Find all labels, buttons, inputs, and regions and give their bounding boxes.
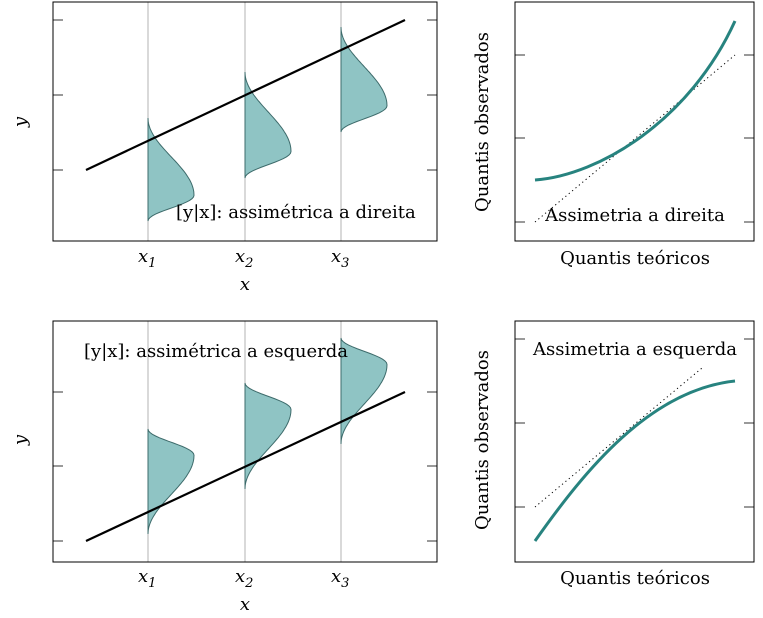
annotation: [y|x]: assimétrica a direita <box>176 202 416 223</box>
plot-frame <box>514 320 755 563</box>
y-ticks <box>515 54 754 223</box>
regression-line <box>85 19 406 171</box>
density-x2 <box>244 382 292 490</box>
y-ticks <box>515 338 754 508</box>
x-tick-3: x3 <box>331 566 349 591</box>
plot-frame <box>514 1 755 242</box>
y-ticks <box>53 391 437 542</box>
y-ticks <box>53 19 437 171</box>
x-axis-label: x <box>240 594 250 615</box>
y-axis-label: y <box>10 434 31 446</box>
panel-bottom-right: Assimetria a esquerda Quantis teóricos Q… <box>472 320 755 589</box>
y-axis-label: Quantis observados <box>472 350 493 530</box>
panel-bottom-left: [y|x]: assimétrica a esquerda x1 x2 x3 x… <box>10 320 438 615</box>
quantile-curve <box>533 379 736 542</box>
annotation: Assimetria a direita <box>544 205 725 226</box>
y-axis-label: Quantis observados <box>472 32 493 212</box>
quantile-curve <box>534 20 737 182</box>
x-axis-label: x <box>240 274 250 295</box>
annotation: Assimetria a esquerda <box>532 339 737 360</box>
x-axis-label: Quantis teóricos <box>560 568 710 589</box>
x-tick-2: x2 <box>235 566 253 591</box>
x-tick-2: x2 <box>235 246 253 271</box>
density-x1 <box>147 428 195 535</box>
density-x3 <box>340 26 388 133</box>
density-x2 <box>244 71 292 179</box>
x-tick-3: x3 <box>331 246 349 271</box>
panel-top-right: Assimetria a direita Quantis teóricos Qu… <box>472 1 755 269</box>
annotation: [y|x]: assimétrica a esquerda <box>84 341 348 362</box>
reference-line <box>534 54 736 223</box>
x-axis-label: Quantis teóricos <box>560 248 710 269</box>
y-axis-label: y <box>10 116 31 128</box>
plot-frame <box>52 1 438 242</box>
density-x1 <box>147 117 195 222</box>
x-tick-1: x1 <box>138 246 156 271</box>
x-tick-1: x1 <box>138 566 156 591</box>
reference-line <box>534 367 703 508</box>
regression-line <box>85 391 406 542</box>
panel-top-left: [y|x]: assimétrica a direita x1 x2 x3 x … <box>10 1 438 295</box>
plot-frame <box>52 320 438 563</box>
